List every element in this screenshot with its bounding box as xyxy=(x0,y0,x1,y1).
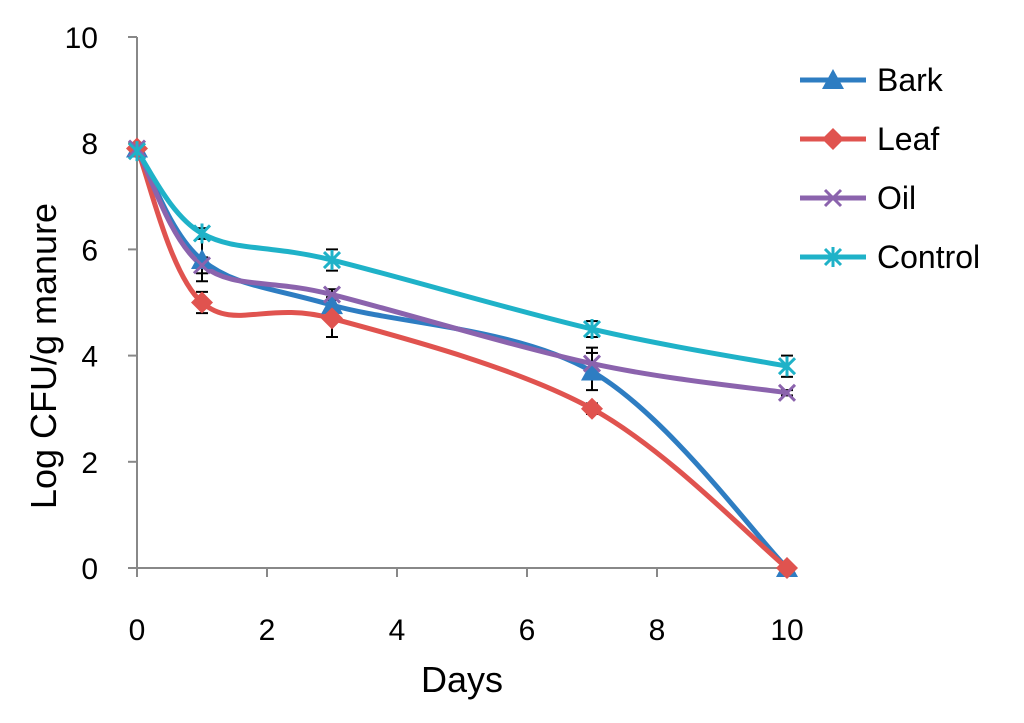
data-point-oil xyxy=(322,285,342,304)
data-point-control xyxy=(777,356,797,377)
legend-marker-bark xyxy=(822,69,844,89)
legend-label: Bark xyxy=(877,62,944,98)
series-line-leaf xyxy=(134,146,790,571)
data-point-bark xyxy=(581,360,603,381)
x-axis-ticks: 0 2 4 6 8 10 xyxy=(129,568,804,647)
data-point-leaf xyxy=(191,291,213,314)
data-point-control xyxy=(582,319,602,340)
series-line-oil xyxy=(134,146,790,396)
data-point-oil xyxy=(582,354,602,373)
legend-label: Leaf xyxy=(877,121,939,157)
x-tick-label: 4 xyxy=(389,614,406,647)
series-markers xyxy=(126,137,798,579)
data-point-oil xyxy=(192,256,212,275)
x-tick-label: 8 xyxy=(649,614,666,647)
data-point-leaf xyxy=(321,307,343,330)
legend-item-bark: Bark xyxy=(800,62,944,98)
y-axis-title: Log CFU/g manure xyxy=(23,203,64,509)
legend-label: Control xyxy=(877,239,980,275)
x-tick-label: 2 xyxy=(259,614,276,647)
data-point-bark xyxy=(321,294,343,315)
data-point-control xyxy=(127,141,147,162)
x-tick-label: 0 xyxy=(129,614,146,647)
y-tick-label: 4 xyxy=(81,341,98,374)
series-line-control xyxy=(134,148,790,369)
chart-legend: Bark Leaf Oil Control xyxy=(800,62,980,275)
x-axis-title: Days xyxy=(421,659,503,700)
series-lines xyxy=(134,146,790,571)
legend-label: Oil xyxy=(877,180,916,216)
y-tick-label: 2 xyxy=(81,447,98,480)
series-line-bark xyxy=(134,146,790,571)
data-point-bark xyxy=(191,249,213,270)
y-tick-label: 6 xyxy=(81,234,98,267)
x-tick-label: 6 xyxy=(519,614,536,647)
data-point-control xyxy=(192,223,212,244)
data-point-control xyxy=(322,250,342,271)
legend-item-leaf: Leaf xyxy=(800,121,939,157)
y-tick-label: 0 xyxy=(81,553,98,586)
legend-item-oil: Oil xyxy=(800,180,916,216)
legend-item-control: Control xyxy=(800,239,980,275)
y-tick-label: 10 xyxy=(65,22,98,55)
data-point-leaf xyxy=(776,557,798,579)
y-axis-ticks: 0 2 4 6 8 10 xyxy=(65,22,137,586)
plot-axes xyxy=(136,37,787,569)
legend-marker-oil xyxy=(823,188,843,208)
legend-marker-leaf xyxy=(822,128,844,150)
data-point-oil xyxy=(777,383,797,402)
x-tick-label: 10 xyxy=(770,614,803,647)
data-point-leaf xyxy=(581,397,603,420)
y-tick-label: 8 xyxy=(81,128,98,161)
legend-marker-control xyxy=(823,247,843,267)
